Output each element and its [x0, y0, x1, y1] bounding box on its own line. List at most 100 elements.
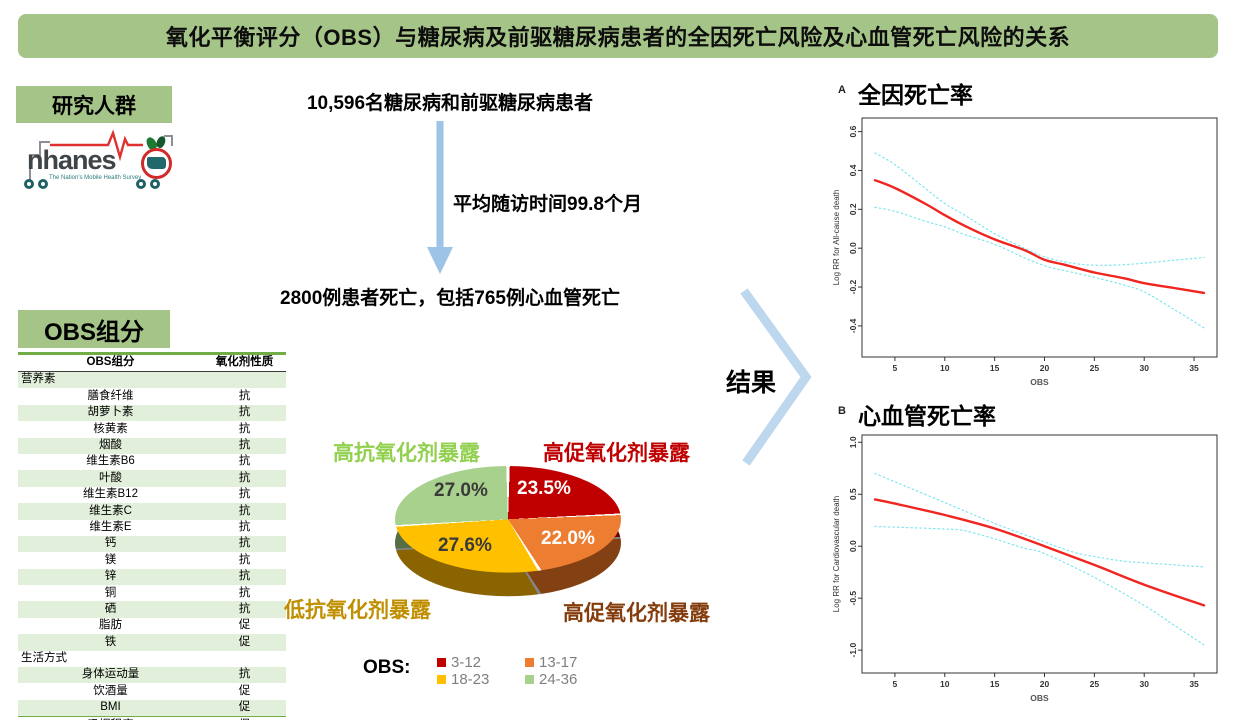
pie-legend-title: OBS: [363, 657, 411, 678]
pie-percent-label: 22.0% [541, 528, 595, 549]
legend-range-label: 3-12 [451, 654, 482, 671]
y-axis-label: Log RR for Cardiovascular death [832, 496, 841, 613]
y-tick-label: 0.4 [848, 164, 858, 176]
table-row: 吸烟程度促 [18, 716, 286, 720]
legend-color-swatch [525, 675, 534, 684]
table-row: 维生素E 抗 [18, 520, 286, 536]
legend-color-swatch [437, 675, 446, 684]
pie-caption-high-prooxidant: 高促氧化剂暴露 [543, 442, 690, 465]
chart-a-title: 全因死亡率 [858, 82, 973, 108]
x-tick-label: 20 [1040, 363, 1050, 373]
legend-color-swatch [525, 658, 534, 667]
x-tick-label: 20 [1040, 679, 1050, 689]
table-section-row: 生活方式 [18, 651, 286, 667]
page-title: 氧化平衡评分（OBS）与糖尿病及前驱糖尿病患者的全因死亡风险及心血管死亡风险的关… [18, 14, 1218, 58]
x-tick-label: 30 [1139, 679, 1149, 689]
y-tick-label: 0.0 [848, 540, 858, 552]
oxidant-property-cell: 抗 [238, 520, 251, 533]
oxidant-property-cell: 抗 [238, 488, 251, 501]
legend-range-label: 18-23 [451, 671, 490, 688]
lower-95ci-line [874, 206, 1205, 329]
panel-label-a: A [838, 84, 846, 96]
x-tick-label: 5 [893, 679, 898, 689]
estimate-line [873, 498, 1206, 607]
column-header-property: 氧化剂性质 [215, 356, 274, 369]
study-population-label: 研究人群 [16, 86, 172, 123]
estimate-line [873, 178, 1206, 295]
component-name-cell: 核黄素 [93, 422, 128, 435]
x-tick-label: 5 [893, 363, 898, 373]
followup-text: 平均随访时间99.8个月 [453, 194, 642, 215]
table-row: 镁抗 [18, 552, 286, 568]
column-header-component: OBS组分 [86, 356, 135, 369]
legend-color-swatch [437, 658, 446, 667]
panel-label-b: B [838, 405, 846, 417]
component-name-cell: 维生素C [89, 504, 132, 517]
oxidant-property-cell: 抗 [238, 586, 251, 599]
oxidant-property-cell: 促 [238, 701, 251, 714]
y-tick-label: -1.0 [848, 643, 858, 658]
legend-item: 18-23 [437, 671, 525, 688]
y-tick-label: 0.5 [848, 488, 858, 500]
table-row: 维生素B6 抗 [18, 454, 286, 470]
table-row: 脂肪 促 [18, 618, 286, 634]
trailer-corner-icon [164, 135, 173, 146]
pie-caption-low-antioxidant: 低抗氧化剂暴露 [284, 599, 431, 622]
x-tick-label: 25 [1090, 363, 1100, 373]
table-row: 维生素B12 抗 [18, 487, 286, 503]
obs-components-label: OBS组分 [18, 310, 170, 348]
table-row: 身体运动量 抗 [18, 667, 286, 684]
component-name-cell: 维生素E [89, 520, 132, 533]
pie-caption-high-antioxidant: 高抗氧化剂暴露 [333, 442, 480, 465]
outcome-text: 2800例患者死亡，包括765例心血管死亡 [280, 288, 620, 309]
logo-brand-text: nhanes [27, 145, 117, 175]
y-tick-label: 0.0 [848, 242, 858, 254]
component-name-cell: 硒 [104, 602, 117, 615]
table-row: 烟酸 抗 [18, 437, 286, 454]
component-name-cell: 锌 [104, 570, 117, 583]
table-section-row: 营养素 [18, 372, 286, 389]
oxidant-property-cell: 促 [238, 635, 251, 648]
legend-range-label: 13-17 [539, 654, 578, 671]
pie-caption-high-prooxidant-2: 高促氧化剂暴露 [563, 602, 710, 625]
obs-table-body: 营养素 膳食纤维抗胡萝卜素抗核黄素抗烟酸抗维生素B6 抗叶酸抗维生素B12 抗维生素C… [18, 372, 286, 720]
legend-item: 24-36 [525, 671, 613, 688]
x-tick-label: 15 [990, 363, 1000, 373]
oxidant-property-cell: 抗 [238, 553, 251, 566]
y-tick-label: -0.2 [848, 279, 858, 294]
component-name-cell: 镁 [104, 553, 117, 566]
component-name-cell: 维生素B6 [86, 455, 135, 468]
upper-95ci-line [874, 152, 1205, 266]
section-label: 营养素 [21, 373, 56, 386]
component-name-cell: 铁 [104, 635, 117, 648]
component-name-cell: 身体运动量 [81, 668, 140, 681]
table-row: 维生素C 抗 [18, 503, 286, 520]
y-tick-label: 0.6 [848, 125, 858, 137]
legend-item: 13-17 [525, 654, 613, 671]
oxidant-property-cell: 促 [238, 619, 251, 632]
wheel-icon [24, 179, 34, 189]
trailer-outline-icon [29, 141, 50, 183]
section-label: 生活方式 [21, 652, 67, 665]
chart-b-title: 心血管死亡率 [858, 403, 996, 429]
oxidant-property-cell: 抗 [238, 455, 251, 468]
y-tick-label: 1.0 [848, 436, 858, 448]
us-map-icon [147, 157, 166, 169]
oxidant-property-cell: 抗 [238, 504, 251, 517]
wheel-icon [38, 179, 48, 189]
oxidant-property-cell: 抗 [238, 406, 251, 419]
chevron-right-icon [740, 288, 812, 466]
x-tick-label: 30 [1139, 363, 1149, 373]
upper-95ci-line [874, 472, 1205, 568]
table-row: 胡萝卜素 抗 [18, 404, 286, 422]
component-name-cell: 膳食纤维 [87, 389, 134, 402]
table-row: 叶酸 抗 [18, 470, 286, 487]
component-name-cell: 维生素B12 [83, 488, 138, 501]
oxidant-property-cell: 抗 [238, 439, 251, 451]
table-row: 硒抗 [18, 601, 286, 618]
component-name-cell: 脂肪 [99, 619, 122, 632]
lower-95ci-line [874, 525, 1205, 646]
component-name-cell: 胡萝卜素 [87, 406, 134, 419]
oxidant-property-cell: 抗 [238, 570, 251, 583]
table-row: 饮酒量 促 [18, 683, 286, 699]
